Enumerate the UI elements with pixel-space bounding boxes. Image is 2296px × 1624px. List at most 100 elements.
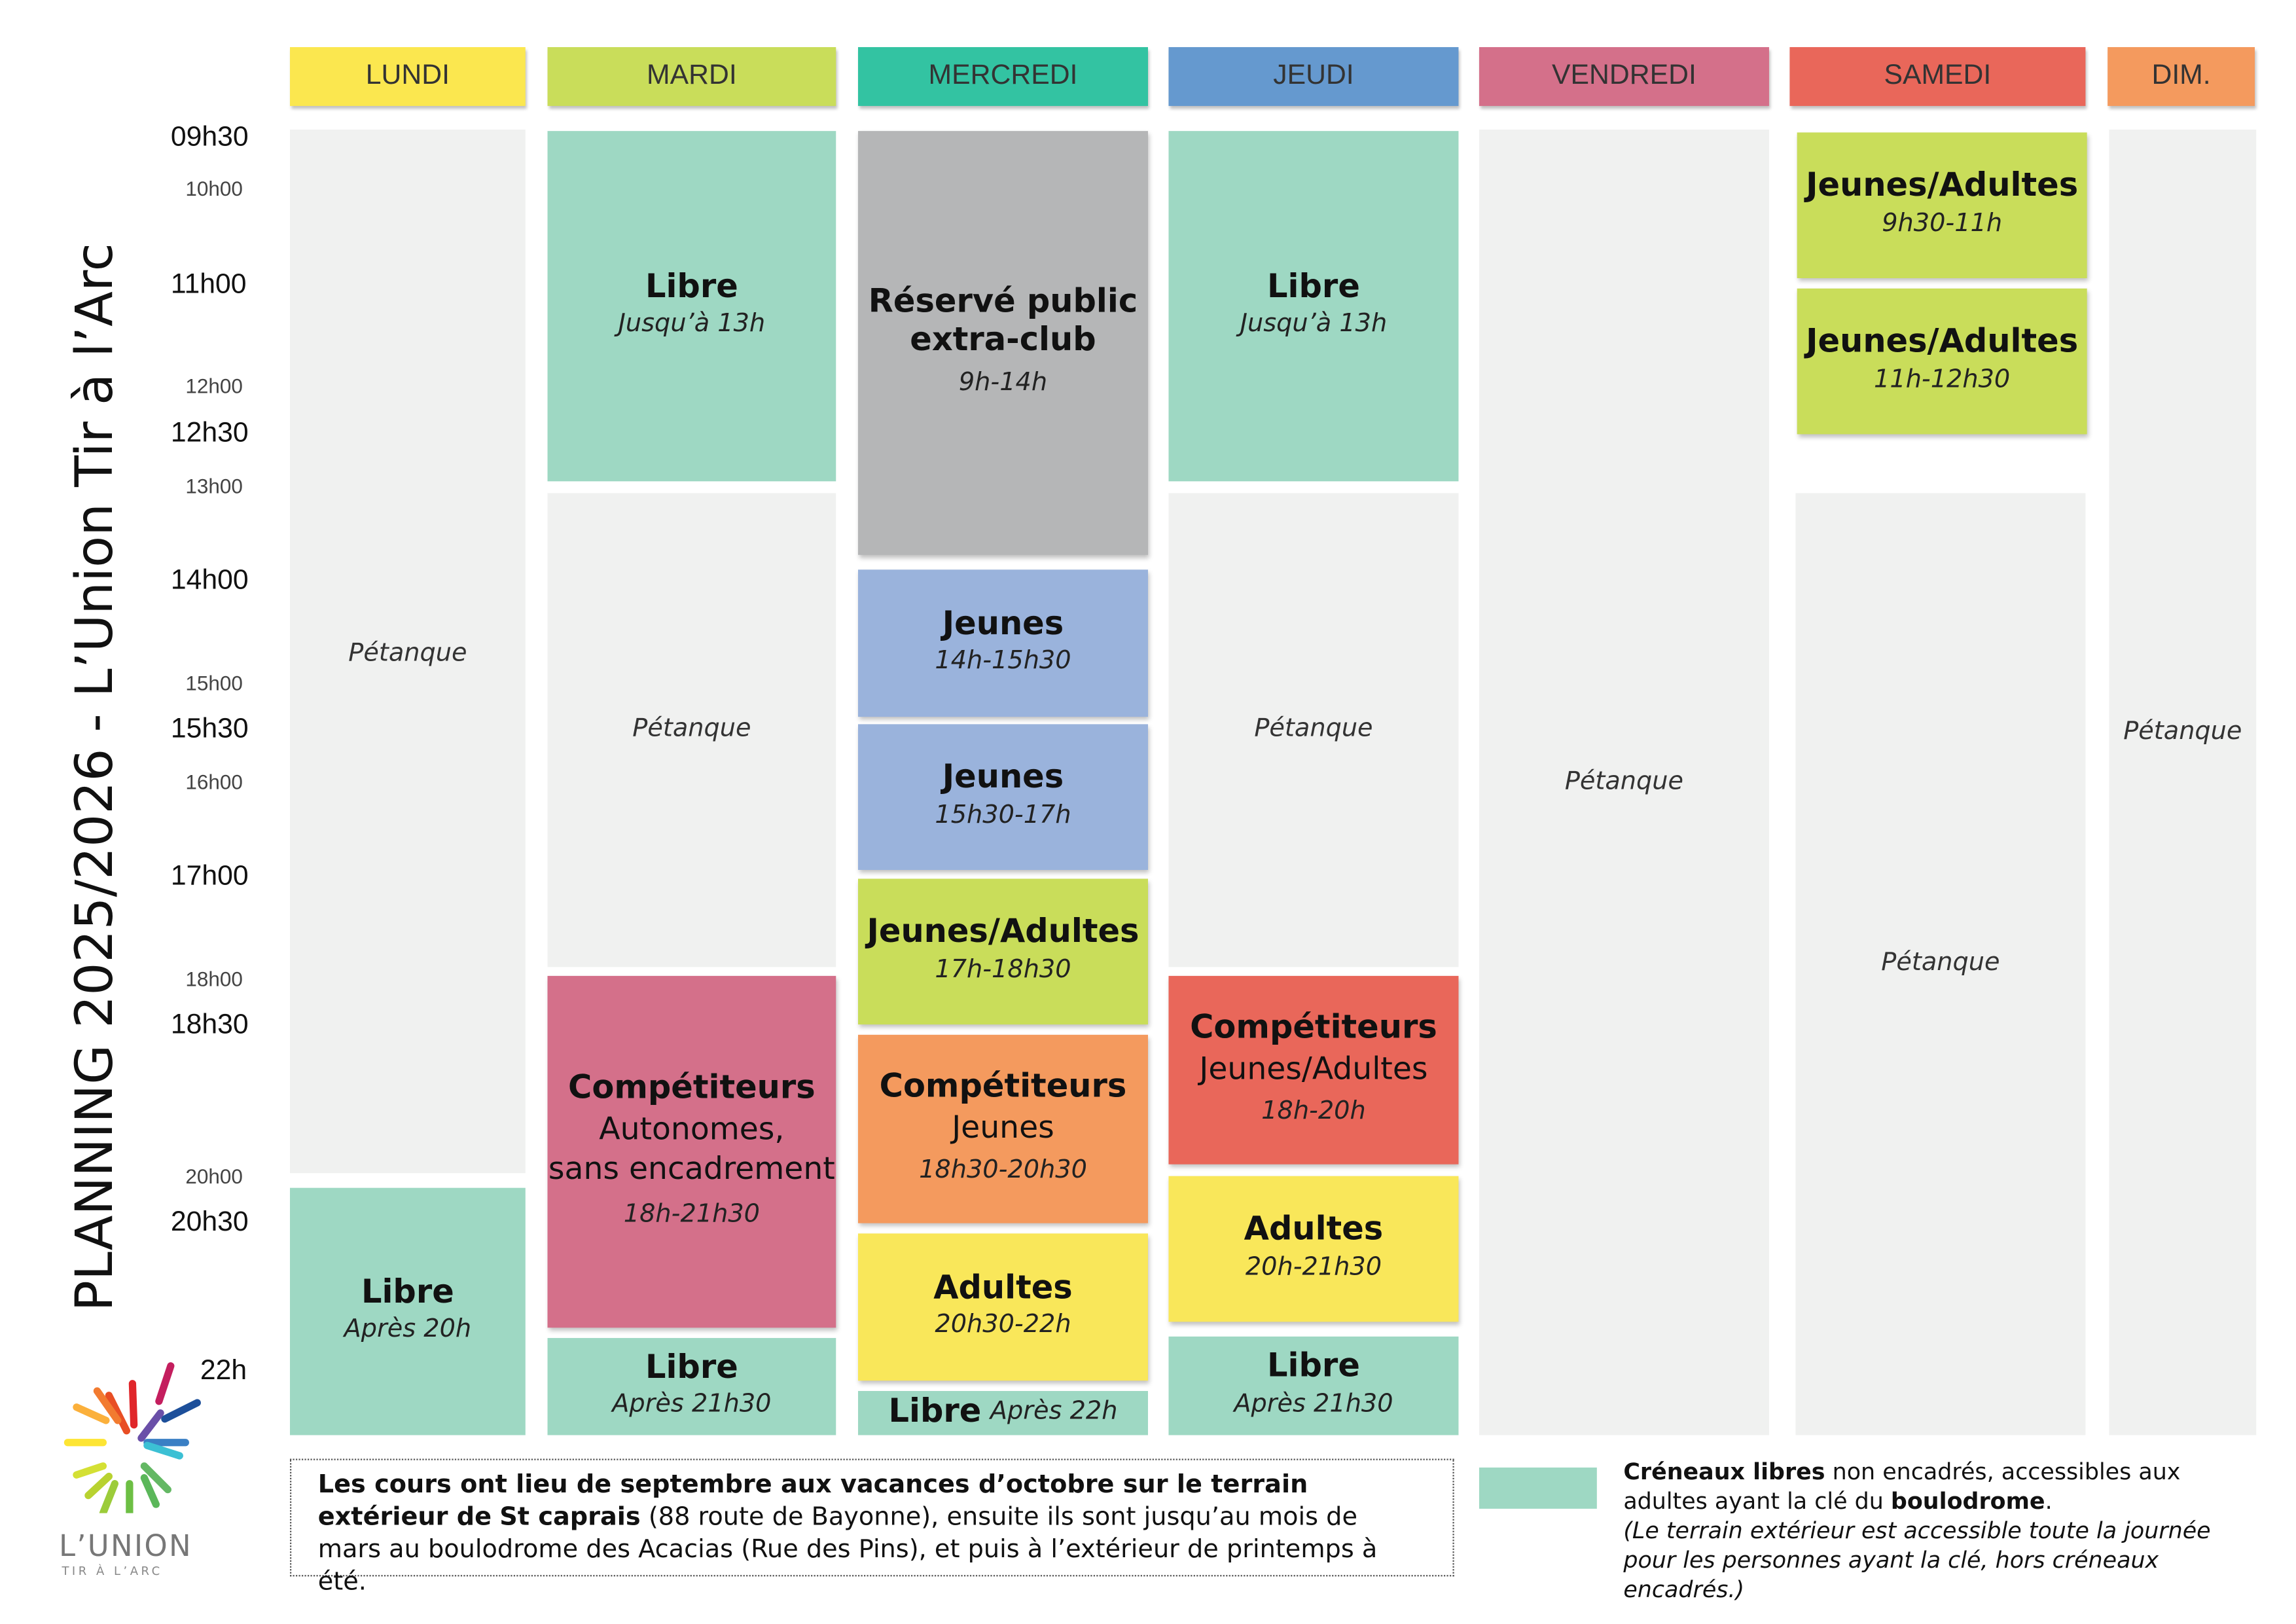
slot-time: 20h-21h30 (1245, 1252, 1382, 1282)
time-label: 16h00 (185, 770, 243, 794)
slot-title: Compétiteurs (879, 1069, 1127, 1106)
slot-petanque-dimanche: Pétanque (2109, 129, 2257, 1435)
slot-time: Après 21h30 (1234, 1389, 1393, 1419)
legend-swatch-libre (1479, 1467, 1597, 1509)
time-label: 15h30 (170, 713, 249, 745)
legend-note: (Le terrain extérieur est accessible tou… (1623, 1517, 2211, 1603)
slot-libre-mardi: Libre Jusqu’à 13h (547, 131, 836, 482)
slot-time: 20h30-22h (935, 1310, 1071, 1340)
footer-bold-text: Les cours ont lieu de septembre aux vaca… (317, 1470, 1308, 1532)
slot-competiteurs-mercredi: Compétiteurs Jeunes 18h30-20h30 (857, 1034, 1148, 1223)
time-label: 22h (200, 1356, 247, 1387)
time-label: 09h30 (170, 122, 249, 153)
slot-title: Libre (1267, 1348, 1360, 1386)
slot-libre-jeudi-soir: Libre Après 21h30 (1168, 1336, 1459, 1435)
footer-bold-place: St caprais (499, 1502, 641, 1532)
slot-time: Jusqu’à 13h (618, 309, 766, 339)
time-label: 17h00 (170, 861, 249, 892)
slot-jeunes-adultes-samedi-1: Jeunes/Adultes 9h30-11h (1797, 132, 2087, 279)
slot-jeunes-mercredi-2: Jeunes 15h30-17h (857, 724, 1148, 870)
slot-libre-jeudi: Libre Jusqu’à 13h (1168, 131, 1459, 482)
legend-text-part: non encadrés, accessibles aux adultes ay… (1623, 1458, 2181, 1515)
slot-title: extra-club (910, 322, 1096, 359)
slot-title: Jeunes/Adultes (1806, 168, 2079, 206)
slot-title: Adultes (933, 1270, 1073, 1307)
slot-time: 18h-20h (1261, 1096, 1366, 1127)
slot-petanque-samedi: Pétanque (1795, 493, 2086, 1435)
slot-time: 14h-15h30 (935, 646, 1071, 676)
slot-time: Après 20h (344, 1314, 472, 1344)
club-logo: L’UNION TIR À L’ARC (41, 1351, 218, 1587)
slot-libre-mercredi: Libre Après 22h (857, 1391, 1148, 1435)
slot-petanque-mardi: Pétanque (547, 493, 836, 967)
slot-adultes-jeudi: Adultes 20h-21h30 (1168, 1176, 1459, 1322)
slot-title: Compétiteurs (568, 1070, 816, 1108)
time-label: 20h00 (185, 1164, 243, 1188)
slot-competiteurs-jeudi: Compétiteurs Jeunes/Adultes 18h-20h (1168, 975, 1459, 1164)
slot-subtitle: Jeunes (952, 1109, 1054, 1145)
slot-time: 11h-12h30 (1874, 365, 2011, 395)
slot-title: Libre (645, 1349, 738, 1387)
slot-label: Pétanque (2123, 717, 2242, 747)
time-label: 12h00 (185, 374, 243, 398)
slot-jeunes-adultes-mercredi: Jeunes/Adultes 17h-18h30 (857, 878, 1148, 1025)
day-header-lundi: LUNDI (289, 46, 526, 106)
slot-subtitle: sans encadrement (548, 1151, 835, 1186)
slot-libre-mardi-soir: Libre Après 21h30 (547, 1338, 836, 1435)
legend-text-part: . (2045, 1488, 2053, 1515)
slot-label: Pétanque (1881, 948, 2000, 978)
day-header-dimanche: DIM. (2108, 46, 2255, 106)
slot-time: 18h30-20h30 (919, 1155, 1087, 1185)
slot-label: Pétanque (632, 713, 751, 744)
legend-text: Créneaux libres non encadrés, accessible… (1623, 1457, 2241, 1604)
footer-note: Les cours ont lieu de septembre aux vaca… (289, 1458, 1454, 1597)
slot-time: 17h-18h30 (935, 954, 1071, 984)
time-label: 12h30 (170, 418, 249, 449)
slot-libre-lundi: Libre Après 20h (289, 1187, 526, 1435)
slot-title: Libre (361, 1274, 454, 1312)
slot-label: Pétanque (1564, 766, 1684, 796)
slot-subtitle: Autonomes, (599, 1110, 785, 1146)
footer-text: (88 route de Bayonne), ensuite ils sont … (317, 1502, 1378, 1597)
legend-bold: boulodrome (1890, 1488, 2045, 1515)
day-header-mercredi: MERCREDI (857, 46, 1148, 106)
time-label: 18h30 (170, 1009, 249, 1041)
slot-title: Adultes (1244, 1212, 1384, 1249)
slot-title: Jeunes/Adultes (867, 914, 1139, 952)
slot-title: Jeunes/Adultes (1806, 324, 2079, 361)
day-header-mardi: MARDI (547, 46, 836, 106)
logo-tagline: TIR À L’ARC (62, 1564, 163, 1578)
time-label: 11h00 (170, 269, 247, 300)
day-header-samedi: SAMEDI (1789, 46, 2086, 106)
time-label: 20h30 (170, 1206, 249, 1238)
day-header-vendredi: VENDREDI (1479, 46, 1769, 106)
slot-label: Pétanque (348, 638, 467, 668)
time-label: 18h00 (185, 967, 243, 991)
logo-name: L’UNION (58, 1528, 192, 1564)
legend-bold: Créneaux libres (1623, 1458, 1825, 1485)
slot-time: Jusqu’à 13h (1240, 309, 1388, 339)
slot-title: Jeunes (942, 606, 1064, 643)
slot-time: 18h-21h30 (623, 1199, 760, 1229)
slot-title: Jeunes (942, 760, 1064, 797)
slot-title: Libre (645, 269, 738, 306)
arrow-nocks-logo-icon (63, 1362, 201, 1520)
slot-time: 9h30-11h (1882, 208, 2003, 238)
time-label: 10h00 (185, 176, 243, 200)
page-title: PLANNING 2025/2026 - L’Union Tir à l’Arc (66, 243, 126, 1312)
slot-label: Pétanque (1254, 713, 1373, 744)
slot-petanque-lundi: Pétanque (289, 129, 526, 1174)
slot-subtitle: Jeunes/Adultes (1199, 1050, 1428, 1086)
slot-petanque-vendredi: Pétanque (1479, 129, 1769, 1435)
time-label: 15h00 (185, 671, 243, 695)
slot-petanque-jeudi: Pétanque (1168, 493, 1459, 967)
slot-time: Après 22h (990, 1397, 1118, 1427)
slot-time: Après 21h30 (612, 1390, 772, 1420)
slot-adultes-mercredi: Adultes 20h30-22h (857, 1233, 1148, 1381)
slot-time: 9h-14h (958, 369, 1048, 399)
slot-title: Réservé public (868, 283, 1138, 321)
slot-title: Libre (888, 1394, 982, 1431)
slot-competiteurs-mardi: Compétiteurs Autonomes, sans encadrement… (547, 975, 836, 1328)
slot-title: Compétiteurs (1190, 1010, 1437, 1047)
slot-time: 15h30-17h (935, 800, 1071, 830)
